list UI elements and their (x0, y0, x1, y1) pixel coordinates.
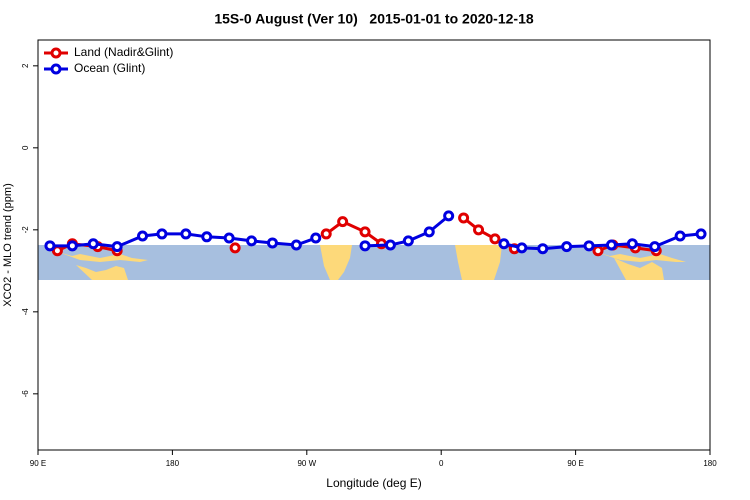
data-point (423, 226, 435, 238)
data-point (443, 210, 455, 222)
data-point (537, 243, 549, 255)
plot-frame (37, 39, 711, 451)
data-point (695, 228, 707, 240)
x-axis-label: Longitude (deg E) (326, 476, 421, 490)
legend-marker (50, 47, 62, 59)
data-point (44, 240, 56, 252)
x-tick-label: 90 W (297, 459, 316, 468)
land-shape (455, 245, 502, 280)
data-point (156, 228, 168, 240)
data-point (402, 235, 414, 247)
data-point (489, 233, 501, 245)
data-point (266, 237, 278, 249)
land-shape (320, 245, 352, 280)
y-tick-label: 0 (21, 145, 30, 150)
data-point (320, 228, 332, 240)
data-point (201, 231, 213, 243)
data-point (458, 212, 470, 224)
legend-marker (50, 63, 62, 75)
x-tick-label: 180 (166, 459, 180, 468)
data-point (111, 241, 123, 253)
data-point (337, 216, 349, 228)
land-shape (596, 252, 686, 262)
data-point (516, 242, 528, 254)
data-point (229, 242, 241, 254)
data-point (561, 241, 573, 253)
legend-label: Ocean (Glint) (74, 61, 145, 75)
y-tick-label: -6 (21, 390, 30, 398)
y-tick-label: 2 (21, 63, 30, 68)
data-point (359, 226, 371, 238)
data-point (66, 240, 78, 252)
chart-title: 15S-0 August (Ver 10) 2015-01-01 to 2020… (214, 11, 534, 27)
y-tick-label: -4 (21, 308, 30, 316)
y-axis-label: XCO2 - MLO trend (ppm) (2, 183, 14, 306)
x-tick-label: 180 (703, 459, 717, 468)
legend-label: Land (Nadir&Glint) (74, 45, 173, 59)
ocean-band (38, 245, 710, 280)
data-point (473, 224, 485, 236)
data-point (359, 240, 371, 252)
data-point (605, 239, 617, 251)
data-point (592, 245, 604, 257)
data-point (310, 232, 322, 244)
data-point (649, 241, 661, 253)
land-shape (614, 258, 664, 280)
data-point (626, 238, 638, 250)
data-point (583, 240, 595, 252)
data-point (674, 230, 686, 242)
data-point (498, 238, 510, 250)
land-shape (76, 265, 128, 280)
x-tick-label: 90 E (567, 459, 583, 468)
data-point (87, 238, 99, 250)
data-point (223, 232, 235, 244)
data-point (384, 239, 396, 251)
x-tick-label: 0 (439, 459, 444, 468)
land-shape (58, 252, 148, 262)
data-point (246, 235, 258, 247)
data-point (290, 239, 302, 251)
data-point (137, 230, 149, 242)
series-line (49, 214, 702, 251)
map-background (38, 245, 710, 280)
x-tick-label: 90 E (30, 459, 46, 468)
data-point (180, 228, 192, 240)
y-tick-label: -2 (21, 226, 30, 234)
